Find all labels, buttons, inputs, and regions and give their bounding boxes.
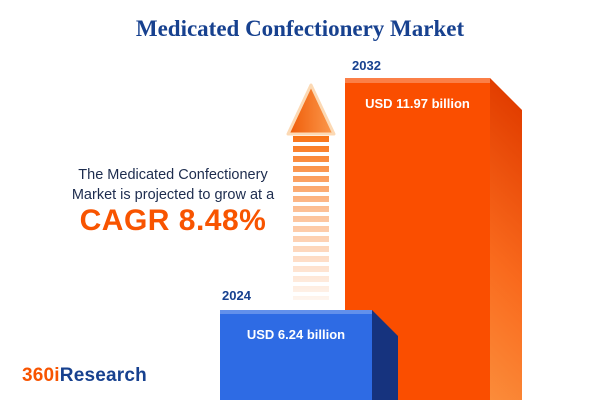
- bar-2032-value-label: USD 11.97 billion: [365, 96, 470, 111]
- bar-2024-value-label: USD 6.24 billion: [246, 327, 346, 342]
- bar-2032-side: [490, 78, 522, 400]
- page-title: Medicated Confectionery Market: [135, 16, 465, 41]
- bar-2024-year-label: 2024: [222, 288, 251, 303]
- logo-suffix: Research: [59, 365, 147, 386]
- bar-2032-year-label: 2032: [352, 58, 381, 73]
- description-line-2: Market is projected to grow at a: [71, 186, 275, 203]
- logo-prefix: 360i: [22, 365, 60, 386]
- market-description: The Medicated Confectionery Market is pr…: [28, 166, 318, 205]
- cagr-value: CAGR 8.48%: [79, 204, 267, 237]
- growth-arrow-shaft: [293, 136, 329, 300]
- logo: 360iResearch: [22, 365, 147, 387]
- description-line-1: The Medicated Confectionery: [78, 167, 268, 183]
- growth-arrow-icon: [286, 83, 336, 136]
- bar-2024-front: [220, 310, 372, 400]
